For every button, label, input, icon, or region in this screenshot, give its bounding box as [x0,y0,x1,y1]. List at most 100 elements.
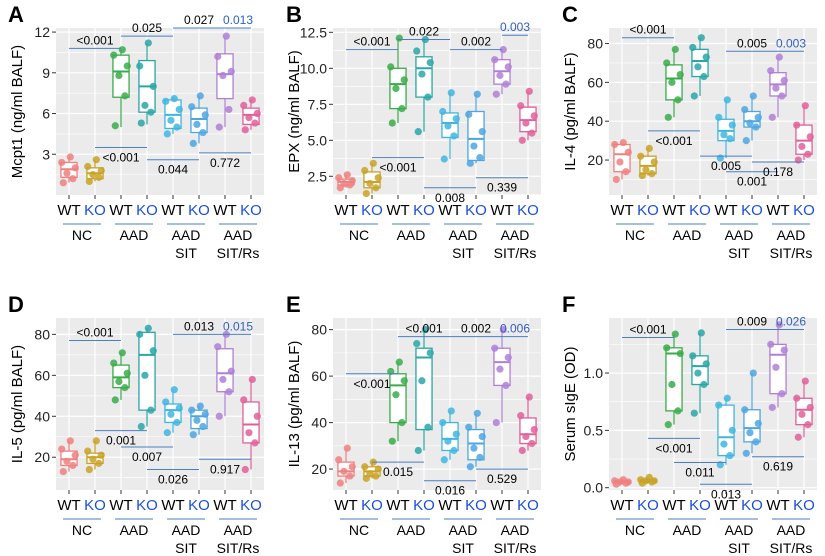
data-point [439,107,447,116]
y-axis-label: IL-4 (pg/ml BALF) [562,52,579,170]
data-point [668,380,676,389]
x-label-wt: WT [386,202,409,219]
box-group-0 [335,444,356,487]
p-value-label: 0.001 [106,434,136,448]
x-label-wt: WT [161,497,184,514]
group-label: AAD [397,227,426,243]
data-point [110,51,118,59]
data-point [141,371,149,379]
data-point [388,119,396,127]
data-point [804,150,812,158]
data-point [240,101,248,109]
data-point [702,53,710,61]
box-group-4 [162,386,183,437]
data-point [768,113,776,121]
y-tick-label: 2.5 [308,168,328,184]
data-point [470,142,478,150]
data-point [528,129,536,137]
data-point [66,153,74,161]
panel-letter: B [286,2,302,27]
panel-letter: F [562,292,575,317]
data-point [478,128,486,136]
data-point [137,119,145,127]
data-point [726,135,734,143]
data-point [638,171,646,180]
data-point [518,136,526,144]
data-point [476,153,484,162]
data-point [414,128,422,136]
data-point [726,452,734,460]
box-group-0 [611,476,632,488]
group-label: AAD [172,227,201,243]
box-group-2 [387,358,408,445]
data-point [465,110,473,118]
box [242,401,260,444]
data-point [424,423,432,431]
data-point [689,352,697,360]
data-point [69,461,77,470]
data-point [728,121,736,129]
panel-letter: E [286,292,301,317]
data-point [121,92,129,100]
p-value-label: 0.339 [487,181,517,195]
box-group-1 [361,458,382,482]
data-point [392,84,400,93]
data-point [694,63,702,71]
p-value-label: 0.009 [737,314,767,328]
box-group-6 [214,330,235,420]
data-point [222,32,230,40]
x-label-wt: WT [438,202,461,219]
panel-letter: D [8,292,24,317]
data-point [361,166,369,175]
box [415,347,433,431]
data-point [720,131,728,139]
data-point [335,174,343,182]
data-point [502,381,510,390]
data-point [144,324,152,332]
x-label-wt: WT [766,202,789,219]
box-group-7 [240,375,261,474]
data-point [214,52,222,61]
x-label-ko: KO [413,202,435,219]
x-label-ko: KO [413,497,435,514]
data-point [201,410,209,418]
data-point [188,406,196,414]
box-group-7 [517,393,538,455]
y-tick-label: 20 [587,152,603,168]
data-point [749,92,757,100]
x-label-ko: KO [188,202,210,219]
panel-A: A 3 6 9 12 Mcpt1 (ng/ml BALF) <0.001 0.025 0.027… [8,2,264,261]
data-point [251,439,259,447]
data-point [123,62,131,70]
x-label-ko: KO [361,497,383,514]
p-value-label: 0.013 [184,319,214,333]
data-point [424,93,432,101]
group-label: SIT [452,245,474,261]
data-point [214,343,222,351]
x-label-wt: WT [334,202,357,219]
box-group-2 [663,330,684,429]
data-point [163,429,171,437]
data-point [167,410,175,418]
data-point [84,162,92,171]
data-point [147,108,155,116]
data-point [63,457,71,465]
data-point [723,96,731,104]
data-point [149,82,157,90]
group-label: AAD [449,522,478,538]
x-label-ko: KO [517,497,539,514]
data-point [398,105,406,113]
data-point [66,437,74,445]
data-point [149,347,157,355]
data-point [59,467,67,476]
data-point [780,346,788,354]
y-tick-label: 40 [34,408,50,424]
x-label-ko: KO [637,202,659,219]
group-label: NC [72,227,92,243]
y-axis-label: Mcpt1 (ng/ml BALF) [9,45,26,178]
data-point [801,377,809,385]
box-group-3 [689,34,710,100]
data-point [92,437,100,445]
data-point [517,102,525,110]
p-value-label: 0.044 [158,163,188,177]
